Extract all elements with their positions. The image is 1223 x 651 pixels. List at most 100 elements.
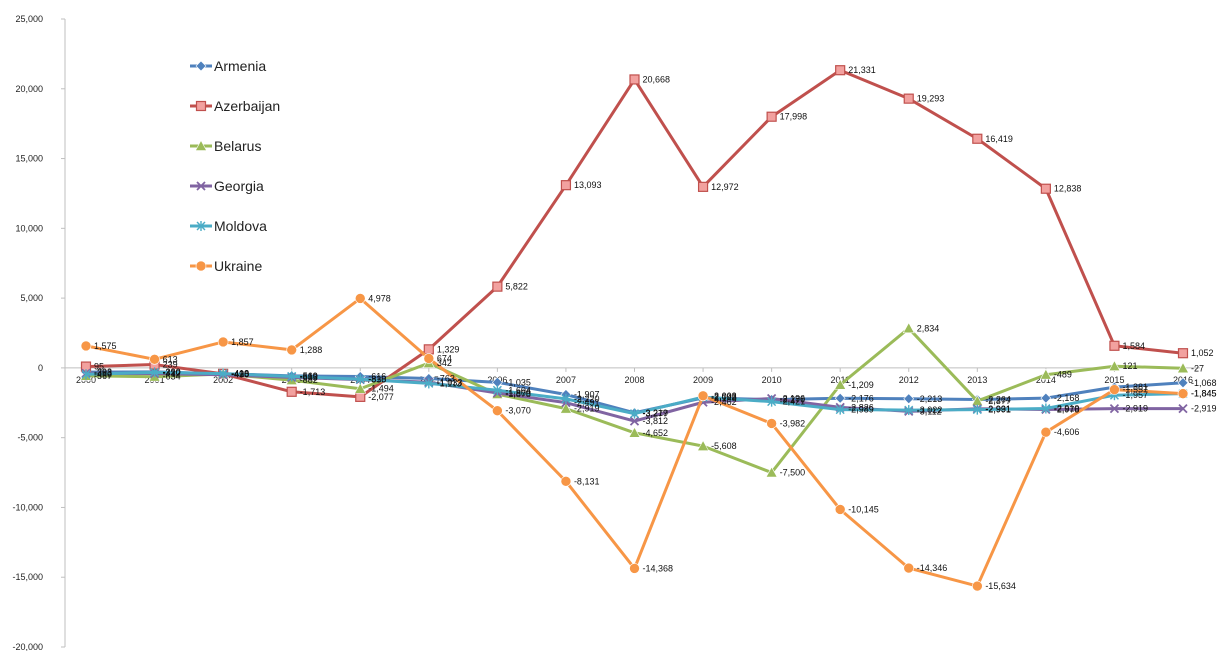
legend-label: Georgia [214, 178, 264, 194]
data-label-azerbaijan: 19,293 [917, 94, 945, 104]
data-point-azerbaijan [1177, 348, 1189, 359]
data-point-moldova [767, 396, 777, 407]
legend-item-georgia: Georgia [190, 178, 264, 194]
data-point-moldova [218, 368, 228, 379]
data-point-ukraine [423, 353, 435, 364]
data-point-ukraine [766, 418, 777, 429]
data-point-azerbaijan [697, 181, 709, 192]
data-point-azerbaijan [972, 133, 983, 144]
data-label-moldova: -810 [368, 374, 386, 384]
x-tick-label: 2010 [762, 375, 782, 385]
data-label-ukraine: -14,346 [917, 563, 948, 573]
data-label-armenia: -2,176 [848, 393, 874, 403]
legend-marker [196, 181, 206, 191]
data-point-ukraine [697, 390, 709, 402]
data-label-armenia: -2,213 [917, 394, 943, 404]
data-label-armenia: -1,907 [574, 390, 600, 400]
data-label-armenia: -616 [368, 371, 386, 381]
x-tick-label: 2012 [899, 375, 919, 385]
data-label-ukraine: 1,857 [231, 337, 254, 347]
x-tick-label: 2002 [213, 375, 233, 385]
data-label-belarus: -27 [1191, 363, 1204, 373]
data-label-georgia: -3,112 [917, 406, 942, 416]
data-label-belarus: -5,608 [711, 441, 737, 451]
legend-item-moldova: Moldova [190, 218, 267, 234]
data-point-moldova [81, 369, 91, 380]
data-label-moldova: -2,093 [711, 392, 737, 402]
data-point-moldova [972, 404, 982, 415]
data-point-moldova [561, 393, 571, 404]
legend-label: Azerbaijan [214, 98, 280, 114]
data-label-georgia: -838 [368, 375, 386, 385]
legend-item-belarus: Belarus [190, 138, 261, 154]
data-point-ukraine [1177, 388, 1189, 399]
data-label-moldova: -460 [94, 369, 112, 379]
data-label-armenia: -303 [94, 367, 112, 377]
data-label-belarus: -567 [94, 371, 112, 381]
data-label-belarus: -489 [1054, 370, 1072, 380]
data-label-moldova: -1,957 [1122, 390, 1148, 400]
data-label-ukraine: 4,978 [368, 293, 391, 303]
data-point-moldova [835, 404, 845, 415]
y-tick-label: 15,000 [15, 154, 43, 164]
data-point-moldova [630, 408, 639, 419]
data-point-ukraine [560, 476, 572, 487]
data-label-moldova: -1,845 [1191, 389, 1217, 399]
data-label-ukraine: -14,368 [643, 563, 674, 573]
data-point-ukraine [149, 354, 160, 365]
data-label-moldova: -2,220 [574, 394, 600, 404]
data-point-belarus [1108, 360, 1121, 372]
legend-label: Ukraine [214, 258, 262, 274]
data-point-ukraine [80, 340, 92, 352]
data-label-azerbaijan: 1,584 [1122, 341, 1145, 351]
data-label-ukraine: -4,606 [1054, 427, 1080, 437]
data-point-belarus [559, 402, 572, 414]
data-point-georgia [1178, 403, 1188, 414]
data-label-ukraine: -10,145 [848, 504, 879, 514]
data-point-belarus [1039, 368, 1052, 380]
legend-label: Moldova [214, 218, 267, 234]
data-label-moldova: -320 [163, 367, 181, 377]
legend-marker [195, 60, 207, 72]
data-point-azerbaijan [286, 386, 297, 397]
data-point-ukraine [1109, 384, 1120, 395]
data-point-azerbaijan [1109, 340, 1120, 351]
data-label-belarus: -2,377 [985, 396, 1011, 406]
x-tick-label: 2013 [967, 375, 987, 385]
data-label-azerbaijan: 17,998 [780, 112, 808, 122]
data-label-georgia: -2,919 [1122, 404, 1148, 414]
data-label-belarus: -1,209 [848, 380, 874, 390]
data-point-armenia [1177, 377, 1189, 389]
data-point-azerbaijan [903, 93, 914, 104]
data-label-moldova: -2,421 [780, 397, 806, 407]
data-label-azerbaijan: 12,838 [1054, 184, 1082, 194]
legend-item-azerbaijan: Azerbaijan [190, 98, 280, 114]
data-label-azerbaijan: -428 [231, 369, 249, 379]
data-label-armenia: -2,264 [985, 394, 1011, 404]
data-label-belarus: -882 [300, 375, 318, 385]
data-label-armenia: -3,219 [643, 408, 669, 418]
data-label-georgia: -383 [94, 368, 112, 378]
data-label-armenia: -1,035 [505, 377, 531, 387]
data-point-belarus [354, 382, 367, 394]
data-point-azerbaijan [355, 391, 366, 402]
data-point-belarus [1176, 362, 1190, 374]
data-label-ukraine: 674 [437, 353, 452, 363]
data-label-azerbaijan: 1,052 [1191, 348, 1214, 358]
data-point-armenia [903, 393, 915, 405]
legend-item-armenia: Armenia [190, 58, 266, 74]
data-point-azerbaijan [1040, 183, 1051, 194]
data-point-ukraine [834, 504, 846, 515]
data-label-georgia: -490 [231, 370, 249, 380]
series-line-belarus [85, 326, 1184, 475]
data-label-ukraine: -1,845 [1191, 389, 1217, 399]
data-label-ukraine: -2,003 [711, 391, 737, 401]
data-label-azerbaijan: 95 [94, 362, 104, 372]
y-tick-label: -5,000 [17, 433, 43, 443]
x-tick-label: 2015 [1104, 375, 1124, 385]
data-label-moldova: -2,989 [848, 405, 874, 415]
data-point-ukraine [1040, 426, 1052, 438]
y-tick-label: -20,000 [12, 642, 43, 651]
data-point-azerbaijan [560, 180, 572, 191]
